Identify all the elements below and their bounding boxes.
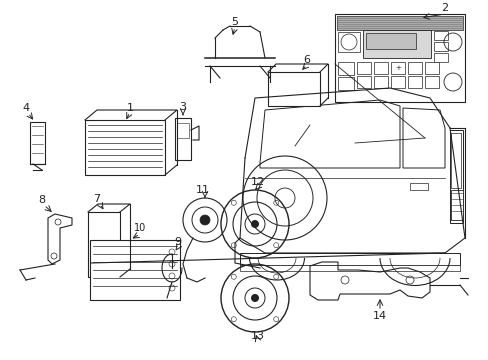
FancyBboxPatch shape <box>407 62 421 74</box>
FancyBboxPatch shape <box>356 62 370 74</box>
FancyBboxPatch shape <box>362 30 430 58</box>
Circle shape <box>200 215 209 225</box>
Text: 4: 4 <box>22 103 29 113</box>
FancyBboxPatch shape <box>390 62 404 74</box>
Text: 2: 2 <box>441 3 447 13</box>
FancyBboxPatch shape <box>365 33 415 49</box>
FancyBboxPatch shape <box>390 76 404 88</box>
Circle shape <box>250 220 259 228</box>
FancyBboxPatch shape <box>373 62 387 74</box>
Text: 12: 12 <box>250 177 264 187</box>
FancyBboxPatch shape <box>30 122 45 164</box>
FancyBboxPatch shape <box>240 265 459 271</box>
FancyBboxPatch shape <box>175 118 191 160</box>
FancyBboxPatch shape <box>240 253 459 265</box>
Text: +: + <box>394 65 400 71</box>
FancyBboxPatch shape <box>433 42 447 51</box>
FancyBboxPatch shape <box>334 14 464 102</box>
Text: 5: 5 <box>231 17 238 27</box>
Text: 11: 11 <box>196 185 209 195</box>
FancyBboxPatch shape <box>88 212 120 277</box>
Text: 1: 1 <box>126 103 133 113</box>
FancyBboxPatch shape <box>177 123 189 138</box>
FancyBboxPatch shape <box>409 183 427 190</box>
FancyBboxPatch shape <box>90 240 180 300</box>
Text: 7: 7 <box>93 194 101 204</box>
Text: 8: 8 <box>39 195 45 205</box>
FancyBboxPatch shape <box>267 72 319 106</box>
FancyBboxPatch shape <box>433 53 447 62</box>
Text: 6: 6 <box>303 55 310 65</box>
FancyBboxPatch shape <box>85 120 164 175</box>
FancyBboxPatch shape <box>373 76 387 88</box>
Text: 14: 14 <box>372 311 386 321</box>
FancyBboxPatch shape <box>337 32 359 52</box>
FancyBboxPatch shape <box>433 31 447 40</box>
FancyBboxPatch shape <box>337 62 353 75</box>
Text: 3: 3 <box>179 102 186 112</box>
Text: 9: 9 <box>174 237 181 247</box>
FancyBboxPatch shape <box>337 77 353 90</box>
Text: 13: 13 <box>250 331 264 341</box>
Text: 10: 10 <box>134 223 146 233</box>
FancyBboxPatch shape <box>336 16 462 30</box>
FancyBboxPatch shape <box>450 190 462 220</box>
FancyBboxPatch shape <box>407 76 421 88</box>
FancyBboxPatch shape <box>356 76 370 88</box>
FancyBboxPatch shape <box>424 62 438 74</box>
FancyBboxPatch shape <box>424 76 438 88</box>
Circle shape <box>250 294 259 302</box>
FancyBboxPatch shape <box>450 133 460 188</box>
